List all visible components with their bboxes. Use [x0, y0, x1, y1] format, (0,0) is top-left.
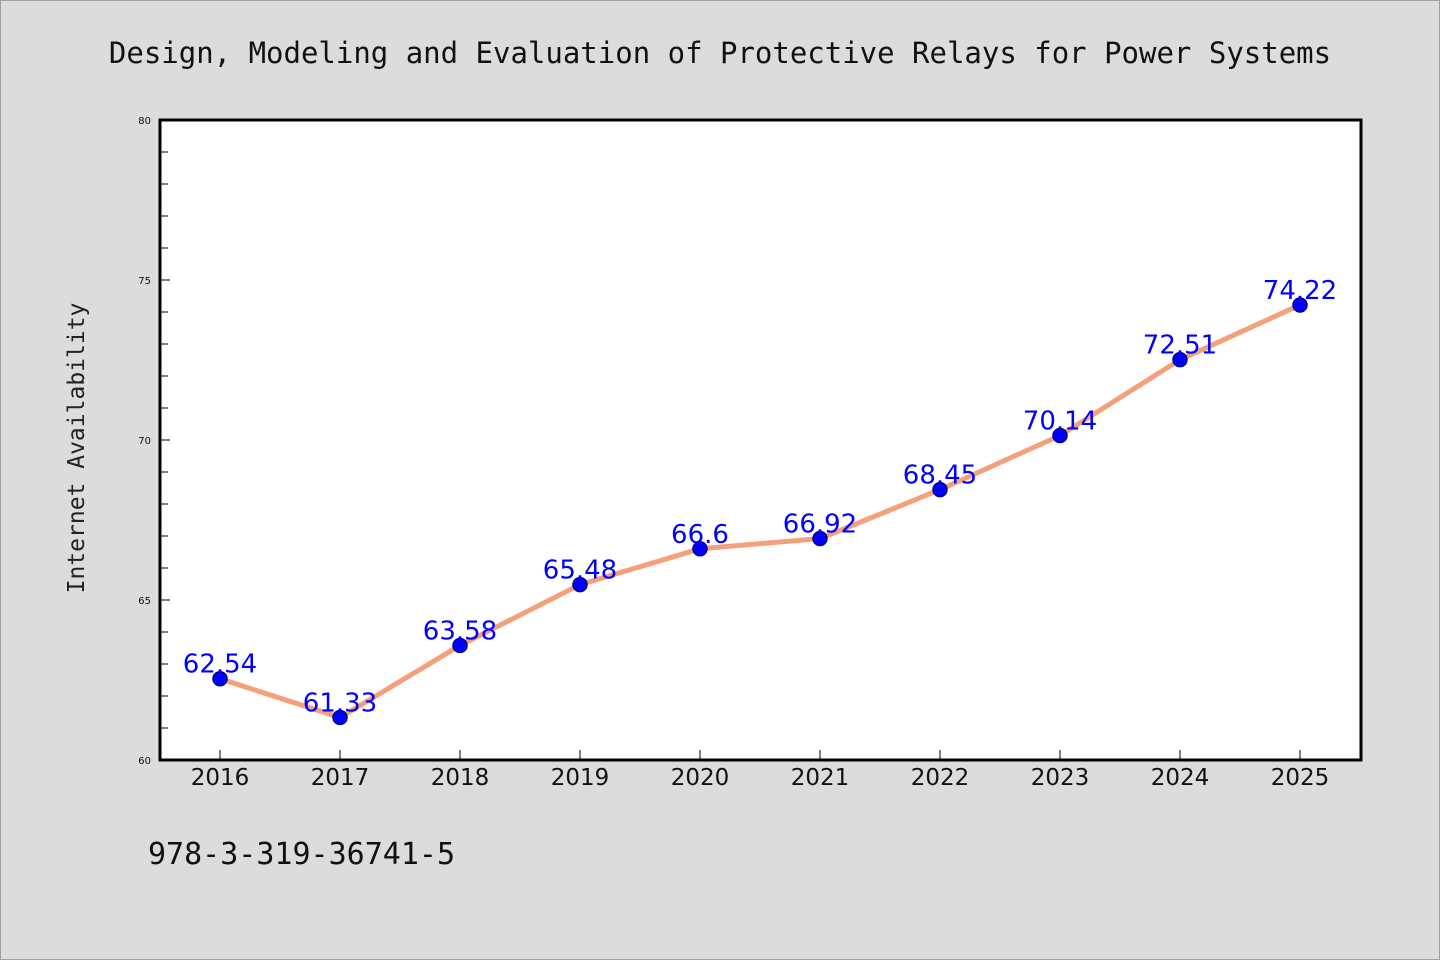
x-tick-label: 2018	[431, 765, 490, 791]
data-point-marker	[932, 481, 948, 498]
y-axis-label: Internet Availability	[64, 303, 90, 594]
isbn-text: 978-3-319-36741-5	[148, 837, 455, 872]
x-tick-label: 2021	[791, 765, 850, 791]
y-tick-label: 60	[138, 756, 151, 767]
series-markers-group	[212, 297, 1308, 726]
y-tick-label: 80	[138, 116, 151, 127]
data-point-label: 74.22	[1263, 276, 1337, 306]
data-point-label: 72.51	[1143, 331, 1217, 361]
x-tick-label: 2023	[1031, 765, 1090, 791]
data-point-marker	[812, 530, 828, 547]
x-tick-label: 2022	[911, 765, 970, 791]
x-tick-label: 2016	[191, 765, 250, 791]
series-line	[217, 302, 1303, 720]
x-tick-label: 2024	[1151, 765, 1210, 791]
y-tick-label: 75	[138, 276, 151, 287]
plot-area	[158, 118, 1363, 762]
data-point-marker	[572, 576, 588, 593]
data-point-label: 66.92	[783, 510, 857, 540]
x-tick-label: 2017	[311, 765, 370, 791]
x-tick-label: 2025	[1271, 765, 1330, 791]
data-point-label: 62.54	[183, 650, 257, 680]
series-data-labels: 62.54 61.33 63.58 65.48 66.6 66.92 68.45 70.14 7…	[183, 276, 1337, 718]
data-point-label: 68.45	[903, 461, 977, 491]
data-point-label: 70.14	[1023, 407, 1097, 437]
x-tick-label: 2019	[551, 765, 610, 791]
data-point-label: 66.6	[671, 520, 729, 550]
data-point-label: 65.48	[543, 556, 617, 586]
data-point-marker	[692, 541, 708, 557]
x-axis-ticks: 2016 2017 2018 2019 2020 2021 2022 2023 2024 2025	[191, 750, 1330, 791]
data-point-marker	[332, 709, 348, 726]
data-point-label: 63.58	[423, 616, 497, 646]
chart-title: Design, Modeling and Evaluation of Prote…	[109, 36, 1331, 70]
y-tick-label: 70	[138, 436, 151, 447]
data-point-label: 61.33	[303, 688, 377, 718]
y-tick-label: 65	[138, 596, 151, 607]
data-point-marker	[212, 670, 228, 687]
data-point-marker	[1292, 297, 1308, 313]
y-axis-ticks: 60 65 70 75 80	[138, 116, 170, 767]
data-point-marker	[452, 637, 468, 654]
series-line-group	[217, 302, 1303, 720]
data-point-marker	[1172, 351, 1188, 368]
data-point-marker	[1052, 427, 1068, 444]
x-tick-label: 2020	[671, 765, 730, 791]
